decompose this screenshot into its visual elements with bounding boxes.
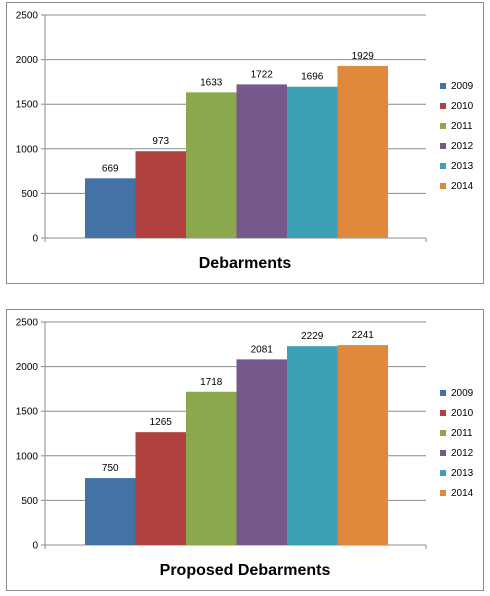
y-tick-label: 2000 <box>16 362 39 373</box>
bar-2010 <box>135 432 186 545</box>
y-tick-label: 2500 <box>16 11 39 22</box>
legend-swatch-2009 <box>440 83 446 89</box>
legend-swatch-2012 <box>440 450 446 456</box>
legend-swatch-2009 <box>440 390 446 396</box>
data-label: 973 <box>152 136 169 147</box>
y-tick-label: 1500 <box>16 407 39 418</box>
legend-swatch-2014 <box>440 490 446 496</box>
legend-label: 2009 <box>451 81 474 92</box>
chart-title: Proposed Debarments <box>159 562 331 579</box>
y-tick-label: 0 <box>32 234 38 245</box>
data-label: 669 <box>102 163 119 174</box>
legend-swatch-2013 <box>440 470 446 476</box>
legend-swatch-2014 <box>440 183 446 189</box>
legend-label: 2012 <box>451 141 474 152</box>
data-label: 2229 <box>301 331 324 342</box>
legend-label: 2011 <box>451 121 473 132</box>
bar-2014 <box>337 345 388 545</box>
y-tick-label: 500 <box>21 189 38 200</box>
bar-2012 <box>236 84 287 238</box>
data-label: 1633 <box>200 77 223 88</box>
legend-label: 2009 <box>451 388 474 399</box>
y-tick-label: 0 <box>32 541 38 552</box>
legend-label: 2011 <box>451 428 473 439</box>
y-tick-label: 500 <box>21 496 38 507</box>
legend-label: 2014 <box>451 181 474 192</box>
bar-2012 <box>236 359 287 545</box>
legend-swatch-2013 <box>440 163 446 169</box>
bar-2014 <box>337 65 388 238</box>
data-label: 750 <box>102 463 119 474</box>
bar-2013 <box>287 346 338 545</box>
bar-2013 <box>287 86 338 238</box>
proposed-debarments-chart-panel: 0 500 1000 1500 2000 2500 750 1265 1718 2081 2229 2… <box>6 309 484 591</box>
legend-swatch-2011 <box>440 430 446 436</box>
legend-swatch-2010 <box>440 103 446 109</box>
proposed-debarments-chart-svg: 0 500 1000 1500 2000 2500 750 1265 1718 2081 2229 2… <box>16 318 474 552</box>
data-label: 1696 <box>301 72 324 83</box>
debarments-chart-panel: 0 500 1000 1500 2000 2500 669 973 1633 1722 1696 19… <box>6 2 484 284</box>
bar-2009 <box>85 478 136 545</box>
legend-label: 2014 <box>451 488 474 499</box>
legend-swatch-2010 <box>440 410 446 416</box>
y-tick-label: 1000 <box>16 144 39 155</box>
legend-label: 2013 <box>451 161 474 172</box>
chart-title: Debarments <box>198 255 292 272</box>
legend-label: 2013 <box>451 468 474 479</box>
legend-label: 2010 <box>451 101 474 112</box>
legend-swatch-2012 <box>440 143 446 149</box>
y-tick-label: 2500 <box>16 318 39 329</box>
data-label: 1265 <box>150 417 173 428</box>
bar-2009 <box>85 178 136 238</box>
data-label: 2081 <box>251 344 274 355</box>
bar-2010 <box>135 151 186 238</box>
bar-2011 <box>186 92 237 239</box>
data-label: 1718 <box>200 377 223 388</box>
y-tick-label: 1500 <box>16 100 39 111</box>
bar-2011 <box>186 391 237 545</box>
y-tick-label: 2000 <box>16 55 39 66</box>
legend-label: 2012 <box>451 448 474 459</box>
legend-label: 2010 <box>451 408 474 419</box>
data-label: 1722 <box>251 69 274 80</box>
legend-swatch-2011 <box>440 123 446 129</box>
y-tick-label: 1000 <box>16 451 39 462</box>
debarments-chart-svg: 0 500 1000 1500 2000 2500 669 973 1633 1722 1696 19… <box>16 11 474 245</box>
data-label: 2241 <box>352 330 375 341</box>
data-label: 1929 <box>352 51 375 62</box>
